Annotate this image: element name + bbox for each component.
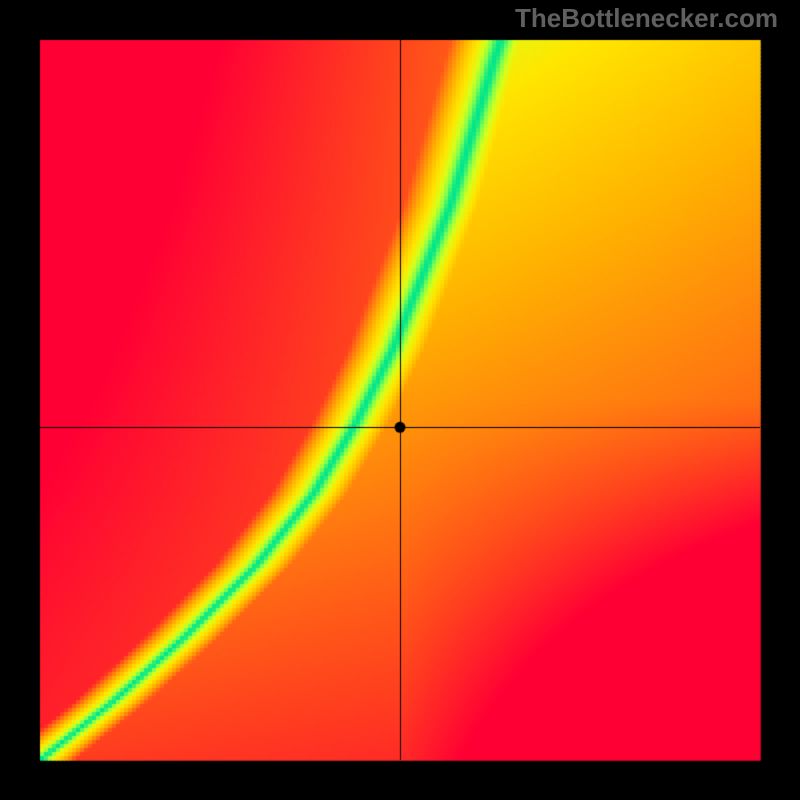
chart-container: TheBottlenecker.com bbox=[0, 0, 800, 800]
heatmap-canvas bbox=[0, 0, 800, 800]
watermark-text: TheBottlenecker.com bbox=[515, 3, 778, 34]
